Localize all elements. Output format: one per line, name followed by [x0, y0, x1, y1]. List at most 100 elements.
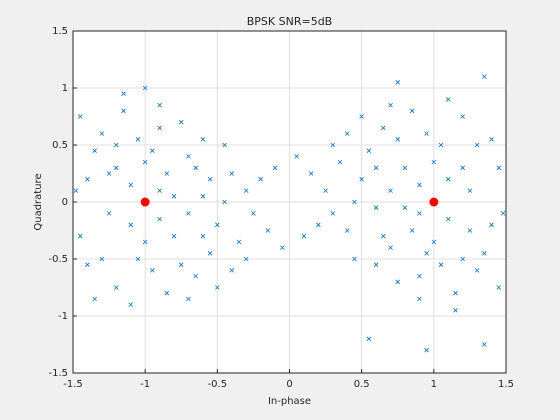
- point: [344, 228, 350, 233]
- point: [445, 97, 451, 102]
- point: [215, 285, 220, 290]
- point: [294, 154, 299, 159]
- point: [460, 165, 465, 171]
- x-tick-label: 0: [286, 379, 292, 390]
- point: [200, 233, 206, 239]
- point: [157, 216, 162, 222]
- x-tick-label: -0.5: [208, 379, 228, 390]
- point: [200, 137, 206, 142]
- point: [438, 262, 444, 267]
- point: [417, 296, 422, 302]
- point: [186, 296, 191, 302]
- x-tick-label: -1: [140, 379, 150, 390]
- point: [280, 245, 285, 250]
- point: [121, 91, 126, 96]
- x-axis-label: In-phase: [268, 396, 311, 407]
- y-tick-label: 1.5: [52, 26, 68, 37]
- point: [236, 239, 242, 245]
- point: [114, 165, 119, 171]
- point: [135, 137, 141, 142]
- x-tick-label: -1.5: [63, 379, 83, 390]
- point: [150, 268, 155, 273]
- point: [373, 165, 379, 171]
- point: [474, 268, 480, 273]
- point: [193, 273, 198, 279]
- point: [251, 211, 256, 216]
- point: [417, 211, 422, 216]
- point: [157, 188, 162, 193]
- point: [359, 176, 364, 182]
- point: [395, 137, 401, 142]
- point: [272, 165, 278, 171]
- y-tick-label: 0: [62, 197, 68, 208]
- point: [258, 176, 263, 182]
- point: [330, 142, 336, 148]
- point: [352, 256, 357, 262]
- point: [417, 273, 422, 279]
- point: [200, 194, 206, 199]
- point: [77, 233, 83, 239]
- point: [431, 159, 437, 165]
- point: [243, 256, 249, 262]
- point: [128, 302, 134, 307]
- point: [178, 119, 184, 125]
- y-tick-label: 1: [62, 83, 68, 94]
- point: [157, 125, 162, 131]
- point: [424, 251, 429, 256]
- point: [171, 194, 177, 199]
- point: [429, 197, 439, 207]
- point: [222, 199, 227, 205]
- point: [323, 188, 328, 193]
- point: [489, 222, 494, 228]
- point: [431, 239, 437, 245]
- point: [417, 182, 422, 188]
- point: [445, 216, 451, 222]
- point: [496, 165, 502, 171]
- point: [460, 256, 465, 262]
- point: [330, 211, 336, 216]
- point: [142, 159, 148, 165]
- point: [157, 102, 162, 108]
- point: [424, 131, 429, 136]
- point: [222, 142, 227, 148]
- point: [482, 74, 487, 79]
- point: [467, 228, 473, 233]
- point: [366, 336, 372, 342]
- point: [229, 171, 235, 176]
- point: [482, 251, 487, 256]
- point: [164, 290, 170, 296]
- y-tick-label: -1: [58, 311, 68, 322]
- point: [186, 154, 191, 159]
- point: [207, 176, 213, 182]
- point: [99, 256, 105, 262]
- point: [388, 102, 393, 108]
- point: [178, 262, 184, 267]
- point: [409, 228, 415, 233]
- point: [409, 108, 415, 114]
- point: [373, 205, 379, 210]
- point: [402, 165, 408, 171]
- x-tick-label: 1.5: [498, 379, 514, 390]
- point: [453, 308, 458, 313]
- point: [373, 262, 379, 267]
- point: [186, 211, 191, 216]
- point: [381, 233, 386, 239]
- point: [114, 142, 119, 148]
- point: [140, 197, 150, 207]
- point: [128, 222, 134, 228]
- axes-box: [72, 30, 507, 374]
- y-axis-label: Quadrature: [33, 173, 44, 230]
- point: [128, 182, 134, 188]
- point: [142, 239, 148, 245]
- point: [92, 148, 97, 153]
- point: [482, 342, 487, 347]
- point: [388, 188, 393, 193]
- point: [453, 290, 458, 296]
- point: [366, 148, 372, 153]
- point: [135, 256, 141, 262]
- point: [207, 251, 213, 256]
- point: [496, 285, 502, 290]
- point: [344, 131, 350, 136]
